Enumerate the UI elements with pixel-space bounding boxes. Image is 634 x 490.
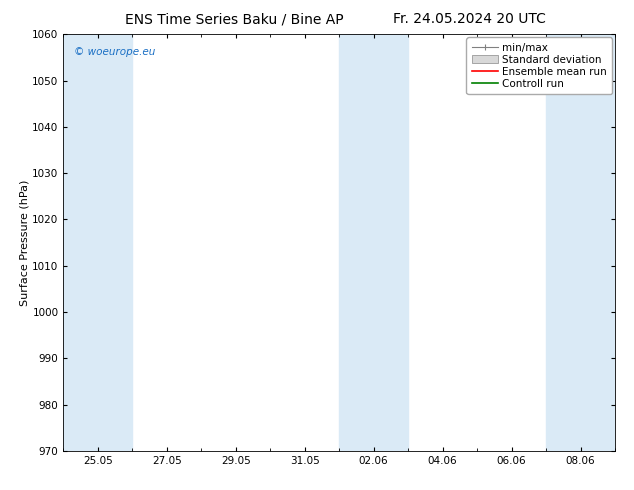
Y-axis label: Surface Pressure (hPa): Surface Pressure (hPa)	[20, 179, 30, 306]
Bar	[63, 34, 133, 451]
Text: © woeurope.eu: © woeurope.eu	[74, 47, 156, 57]
Text: Fr. 24.05.2024 20 UTC: Fr. 24.05.2024 20 UTC	[392, 12, 546, 26]
Legend: min/max, Standard deviation, Ensemble mean run, Controll run: min/max, Standard deviation, Ensemble me…	[467, 37, 612, 94]
Bar	[339, 34, 408, 451]
Text: ENS Time Series Baku / Bine AP: ENS Time Series Baku / Bine AP	[126, 12, 344, 26]
Bar	[546, 34, 615, 451]
